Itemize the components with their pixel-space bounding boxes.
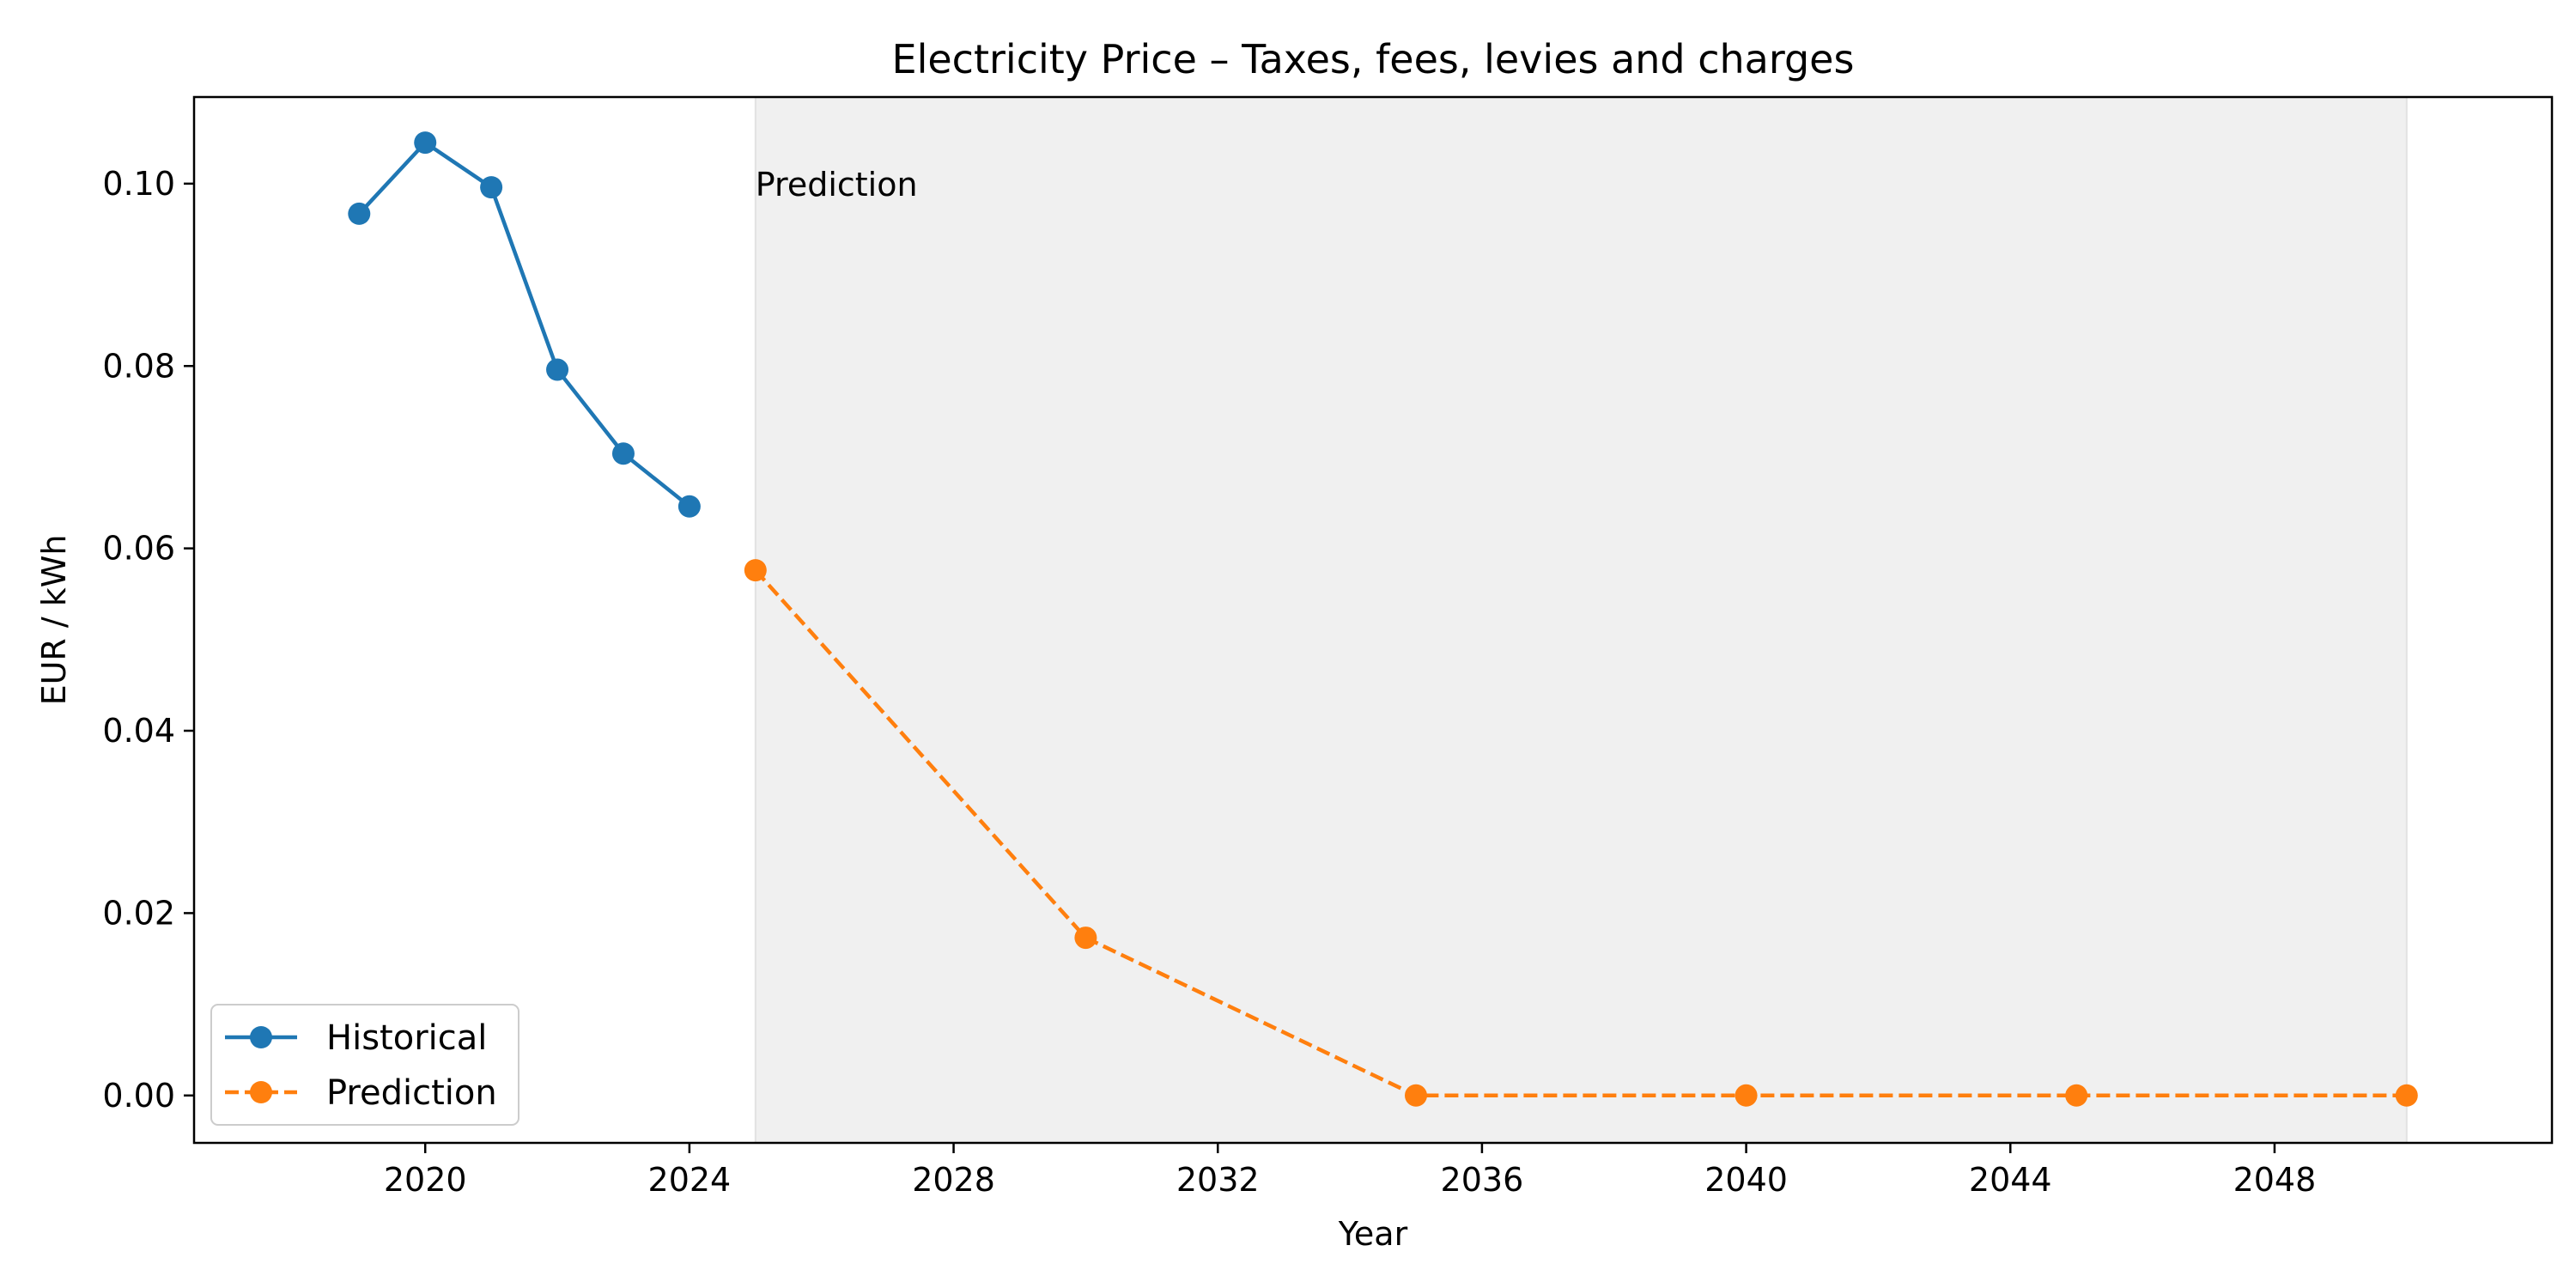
series-2-point — [1074, 927, 1097, 950]
legend-label-1: Historical — [326, 1018, 487, 1058]
series-1-point — [611, 442, 635, 465]
legend: Historical Prediction — [210, 1004, 519, 1126]
y-tick-label: 0.00 — [102, 1077, 175, 1115]
y-tick-label: 0.02 — [102, 894, 175, 932]
series-2-point — [744, 559, 767, 582]
series-layer — [348, 131, 2418, 1107]
axis-layer: 2020 2024 2028 2032 2036 2040 2044 2048 0.00 0.02… — [102, 165, 2316, 1199]
x-tick-label: 2048 — [2233, 1161, 2317, 1199]
x-tick-label: 2036 — [1441, 1161, 1524, 1199]
prediction-region-label: Prediction — [756, 166, 918, 204]
series-1-point — [348, 202, 371, 225]
x-tick-label: 2044 — [1969, 1161, 2052, 1199]
series-1-point — [677, 495, 701, 518]
x-tick-label: 2032 — [1176, 1161, 1260, 1199]
x-axis-label: Year — [1338, 1215, 1408, 1253]
y-tick-label: 0.08 — [102, 347, 175, 385]
series-1-point — [414, 131, 437, 155]
prediction-region — [754, 96, 2408, 1144]
series-2-point — [2065, 1084, 2088, 1107]
series-line-1 — [357, 140, 691, 508]
x-tick-label: 2028 — [912, 1161, 995, 1199]
legend-marker-1 — [250, 1026, 272, 1048]
series-2-point — [1404, 1084, 1427, 1107]
plot-frame — [192, 95, 2554, 1145]
y-tick-label: 0.04 — [102, 712, 175, 750]
x-tick-label: 2024 — [648, 1161, 732, 1199]
legend-marker-2 — [250, 1081, 272, 1103]
x-tick-label: 2020 — [384, 1161, 467, 1199]
legend-label-2: Prediction — [326, 1073, 497, 1113]
series-2-point — [1735, 1084, 1758, 1107]
series-1-point — [480, 176, 503, 199]
legend-box — [210, 1004, 519, 1126]
prediction-region-layer — [754, 96, 2408, 1144]
chart-title: Electricity Price – Taxes, fees, levies … — [892, 36, 1855, 82]
series-1-point — [546, 358, 569, 381]
y-tick-label: 0.10 — [102, 165, 175, 203]
x-tick-label: 2040 — [1704, 1161, 1788, 1199]
y-axis-label: EUR / kWh — [35, 535, 73, 706]
series-2-point — [2395, 1084, 2418, 1107]
y-tick-label: 0.06 — [102, 530, 175, 568]
